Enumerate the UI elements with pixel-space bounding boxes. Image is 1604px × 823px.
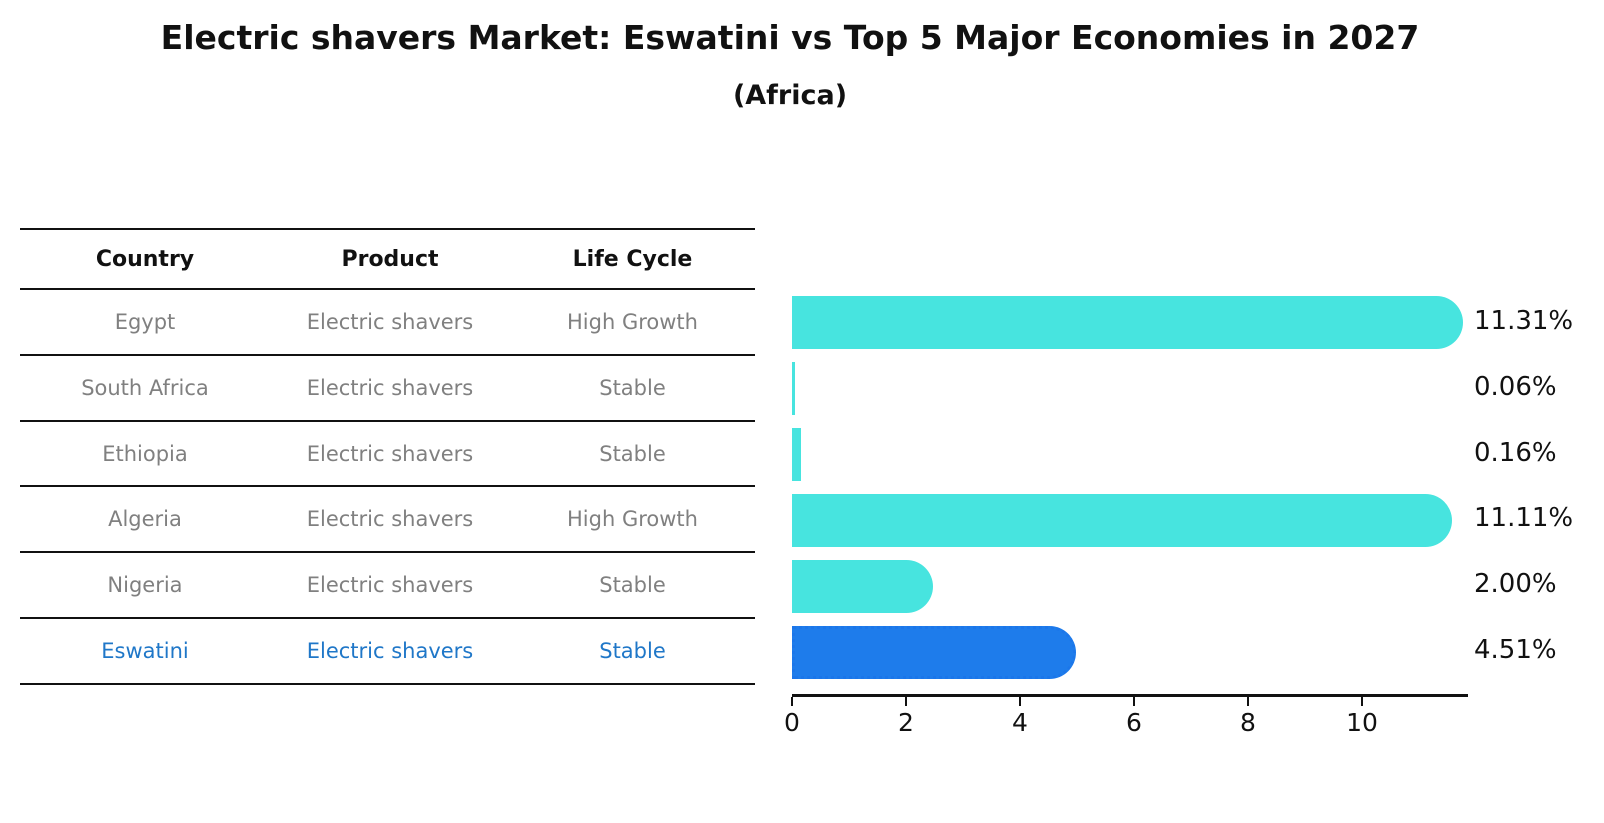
life-cycle-cell: Stable [599, 639, 666, 664]
country-cell: Ethiopia [102, 441, 188, 466]
product-cell: Electric shavers [306, 309, 474, 334]
bar [792, 559, 933, 613]
life-cycle-cell: Stable [599, 375, 666, 400]
bar-value-label: 0.16% [1474, 437, 1557, 468]
country-cell: Eswatini [101, 639, 189, 664]
bar [792, 493, 1452, 547]
x-axis-tick-label: 4 [1012, 708, 1028, 737]
bar-value-label: 11.31% [1474, 305, 1574, 336]
column-header: Country [95, 246, 195, 272]
bar-value-label: 4.51% [1474, 635, 1557, 666]
country-cell: Egypt [114, 309, 176, 334]
x-axis-tick [1361, 696, 1363, 706]
product-cell: Electric shavers [306, 507, 474, 532]
bar-value-label: 2.00% [1474, 569, 1557, 600]
table-row: Ethiopia Electric shavers Stable [20, 422, 755, 488]
x-axis-tick [791, 696, 793, 706]
x-axis-tick [1133, 696, 1135, 706]
chart-subtitle: (Africa) [732, 80, 848, 111]
bar-value-label: 0.06% [1474, 371, 1557, 402]
x-axis-tick-label: 8 [1240, 708, 1256, 737]
bar [792, 625, 1076, 679]
bar [792, 296, 1464, 350]
product-cell: Electric shavers [306, 441, 474, 466]
x-axis-line [792, 694, 1468, 697]
table-row: Nigeria Electric shavers Stable [20, 553, 755, 620]
table-header-row: Country Product Life Cycle [20, 228, 755, 290]
product-cell: Electric shavers [306, 375, 474, 400]
country-cell: South Africa [81, 375, 209, 400]
x-axis-tick-label: 0 [784, 708, 800, 737]
table-row: Egypt Electric shavers High Growth [20, 290, 755, 356]
chart-title: Electric shavers Market: Eswatini vs Top… [160, 18, 1420, 57]
column-header: Life Cycle [572, 246, 693, 272]
x-axis-tick [1019, 696, 1021, 706]
life-cycle-cell: High Growth [567, 507, 698, 532]
bar [792, 428, 802, 482]
table-row: Eswatini Electric shavers Stable [20, 619, 755, 685]
x-axis-tick-label: 6 [1126, 708, 1142, 737]
x-axis-tick [905, 696, 907, 706]
country-cell: Algeria [108, 507, 182, 532]
table-row: Algeria Electric shavers High Growth [20, 487, 755, 554]
product-cell: Electric shavers [306, 573, 474, 598]
country-table: Country Product Life Cycle Egypt Electric sh… [20, 228, 755, 685]
country-cell: Nigeria [107, 573, 183, 598]
product-cell: Electric shavers [306, 639, 474, 664]
column-header: Product [341, 246, 439, 272]
life-cycle-cell: Stable [599, 573, 666, 598]
table-row: South Africa Electric shavers Stable [20, 356, 755, 422]
x-axis-tick [1247, 696, 1249, 706]
x-axis-tick-label: 2 [898, 708, 914, 737]
bar [792, 362, 796, 416]
x-axis-tick-label: 10 [1346, 708, 1378, 737]
bar-value-label: 11.11% [1474, 503, 1574, 534]
life-cycle-cell: High Growth [567, 309, 698, 334]
life-cycle-cell: Stable [599, 441, 666, 466]
